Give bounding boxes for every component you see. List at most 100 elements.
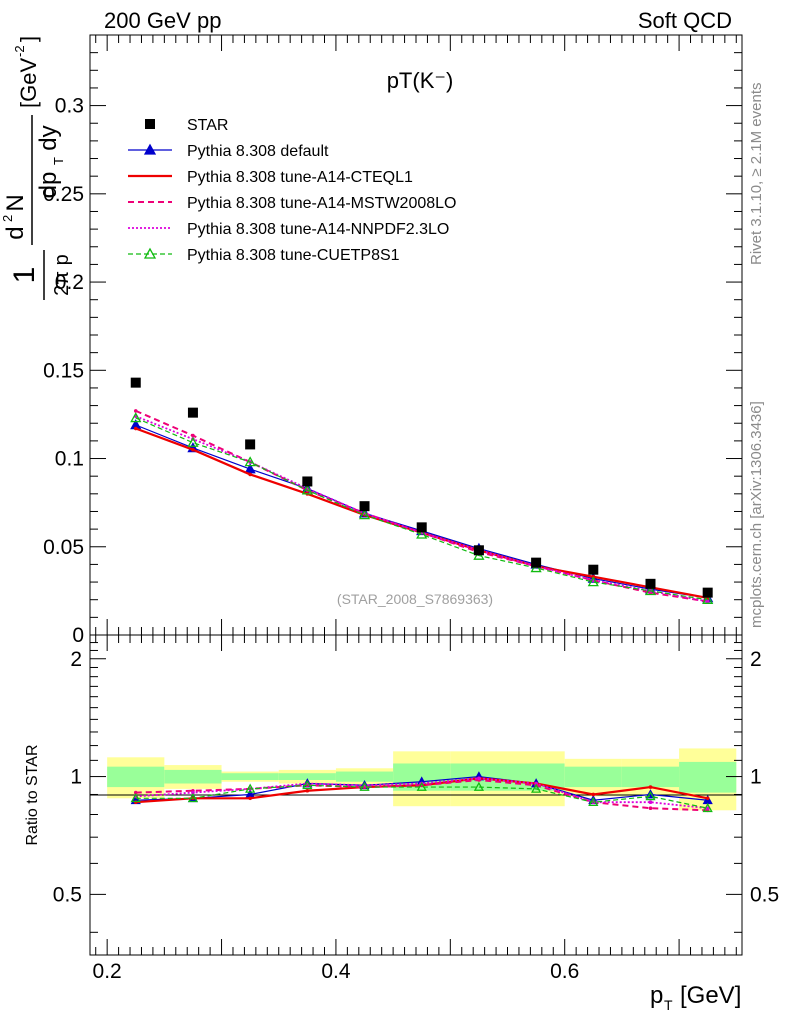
ratio-y-tick-label-right: 0.5 (750, 883, 779, 906)
legend-label-star: STAR (187, 117, 228, 134)
main-y-tick-label: 0.25 (43, 183, 84, 206)
main-line-cuetp8s1 (135, 417, 708, 601)
svg-text:T: T (664, 997, 673, 1013)
legend-entry-star: STAR (145, 117, 228, 134)
main-point-star (416, 522, 427, 533)
main-ticks (90, 34, 742, 636)
legend-entry-mstw: Pythia 8.308 tune-A14-MSTW2008LO (128, 195, 456, 212)
ratio-band-inner (679, 761, 737, 793)
mcplots-label: mcplots.cern.ch [arXiv:1306.3436] (748, 401, 765, 628)
main-point-cuetp8s1 (702, 593, 714, 604)
main-point-cteql1 (191, 447, 195, 452)
main-point-star (531, 557, 542, 568)
main-point-mstw (133, 409, 138, 413)
ratio-point-cuetp8s1 (473, 781, 485, 791)
legend-label-nnpdf: Pythia 8.308 tune-A14-NNPDF2.3LO (187, 221, 449, 238)
main-point-cuetp8s1 (130, 412, 142, 423)
main-point-star (245, 439, 256, 450)
legend-entry-default: Pythia 8.308 default (128, 143, 329, 160)
rivet-label: Rivet 3.1.10, ≥ 2.1M events (748, 83, 765, 266)
main-point-star (473, 545, 484, 556)
ratio-y-tick-label-right: 1 (750, 766, 762, 789)
main-point-cuetp8s1 (301, 484, 313, 495)
main-panel: 0 0.05 0.1 0.15 0.2 0.25 0.3 pT(K⁻) (STAR_2008… (0, 34, 743, 647)
ratio-point-mstw (133, 790, 138, 795)
x-tick-label: 0.4 (321, 960, 351, 983)
plot-title: pT(K⁻) (387, 68, 454, 93)
ratio-y-axis-label: Ratio to STAR (24, 744, 41, 845)
ratio-point-cuetp8s1 (588, 796, 599, 807)
ratio-y-tick-label-right: 2 (750, 648, 762, 671)
svg-text:2: 2 (0, 215, 15, 222)
ratio-line-mstw (135, 778, 708, 812)
ratio-point-nnpdf (191, 790, 195, 795)
ratio-band-inner (107, 766, 165, 788)
ratio-point-cuetp8s1 (531, 783, 542, 793)
main-point-star (702, 587, 713, 598)
main-y-tick-label: 0.3 (55, 95, 84, 118)
main-y-tick-label: 0.2 (55, 271, 84, 294)
main-point-cuetp8s1 (644, 585, 657, 596)
ratio-point-cteql1 (705, 796, 710, 801)
ratio-point-nnpdf (648, 800, 653, 805)
svg-text:[GeV: [GeV (16, 58, 41, 108)
ratio-band-inner (164, 769, 222, 784)
main-y-axis-label: 1 2π p d 2 N dp T dy [GeV -2 ] (0, 36, 73, 300)
ratio-point-cuetp8s1 (245, 783, 256, 793)
main-point-star (302, 476, 313, 487)
ratio-band-inner (278, 773, 336, 780)
ratio-point-cteql1 (305, 788, 310, 793)
main-y-tick-labels: 0 0.05 0.1 0.15 0.2 0.25 0.3 (43, 95, 84, 647)
main-point-mstw (191, 433, 195, 438)
main-point-cuetp8s1 (244, 456, 256, 467)
legend-marker-default (143, 143, 157, 155)
main-point-star (187, 407, 198, 418)
legend-label-mstw: Pythia 8.308 tune-A14-MSTW2008LO (187, 195, 456, 212)
legend-entry-cuetp8s1: Pythia 8.308 tune-CUETP8S1 (128, 247, 400, 264)
ratio-point-cuetp8s1 (645, 791, 656, 801)
ratio-band-inner (621, 766, 680, 788)
svg-text:-2: -2 (12, 45, 27, 57)
main-point-nnpdf (705, 599, 710, 604)
main-line-cteql1 (135, 427, 708, 600)
analysis-watermark: (STAR_2008_S7869363) (337, 591, 493, 607)
main-y-tick-label: 0.15 (43, 359, 84, 382)
main-y-tick-label: 0 (72, 624, 84, 647)
ratio-band-inner (221, 773, 279, 780)
header-left: 200 GeV pp (104, 8, 221, 33)
x-tick-label: 0.2 (93, 960, 122, 983)
legend-marker-cuetp8s1 (143, 247, 157, 259)
svg-text:dy: dy (35, 125, 62, 150)
svg-text:T: T (51, 157, 66, 165)
ratio-line-nnpdf (135, 777, 708, 810)
ratio-point-nnpdf (705, 806, 710, 811)
ratio-y-tick-label: 2 (70, 648, 82, 671)
svg-text:d: d (2, 226, 29, 239)
ratio-panel: 0.5 0.5 1 1 2 2 0.2 0.4 0.6 Ratio to STAR p T [… (24, 634, 779, 1013)
ratio-point-cuetp8s1 (302, 779, 313, 790)
legend-marker-star (145, 119, 155, 129)
legend-entry-cteql1: Pythia 8.308 tune-A14-CTEQL1 (128, 169, 413, 186)
main-line-mstw (135, 409, 708, 603)
ratio-point-cuetp8s1 (702, 802, 713, 813)
ratio-point-cuetp8s1 (187, 792, 199, 803)
ratio-point-cuetp8s1 (130, 792, 141, 803)
ratio-point-nnpdf (534, 781, 538, 786)
main-point-star (130, 377, 141, 388)
legend-label-default: Pythia 8.308 default (187, 143, 329, 160)
main-y-tick-label: 0.05 (43, 536, 84, 559)
ratio-y-tick-label: 0.5 (53, 883, 82, 906)
svg-text:2π p: 2π p (51, 254, 73, 296)
svg-text:1: 1 (8, 267, 41, 284)
legend: STAR Pythia 8.308 default Pythia 8.308 tun… (128, 117, 456, 264)
main-point-star (359, 501, 370, 512)
main-point-cuetp8s1 (187, 436, 199, 447)
legend-entry-nnpdf: Pythia 8.308 tune-A14-NNPDF2.3LO (128, 221, 449, 238)
ratio-y-tick-label: 1 (70, 766, 82, 789)
ratio-y-tick-labels: 0.5 0.5 1 1 2 2 (53, 648, 779, 907)
ratio-point-cteql1 (648, 785, 653, 789)
legend-label-cuetp8s1: Pythia 8.308 tune-CUETP8S1 (187, 247, 400, 264)
x-axis-label: p T [GeV] (650, 982, 741, 1013)
header-right: Soft QCD (638, 8, 732, 33)
